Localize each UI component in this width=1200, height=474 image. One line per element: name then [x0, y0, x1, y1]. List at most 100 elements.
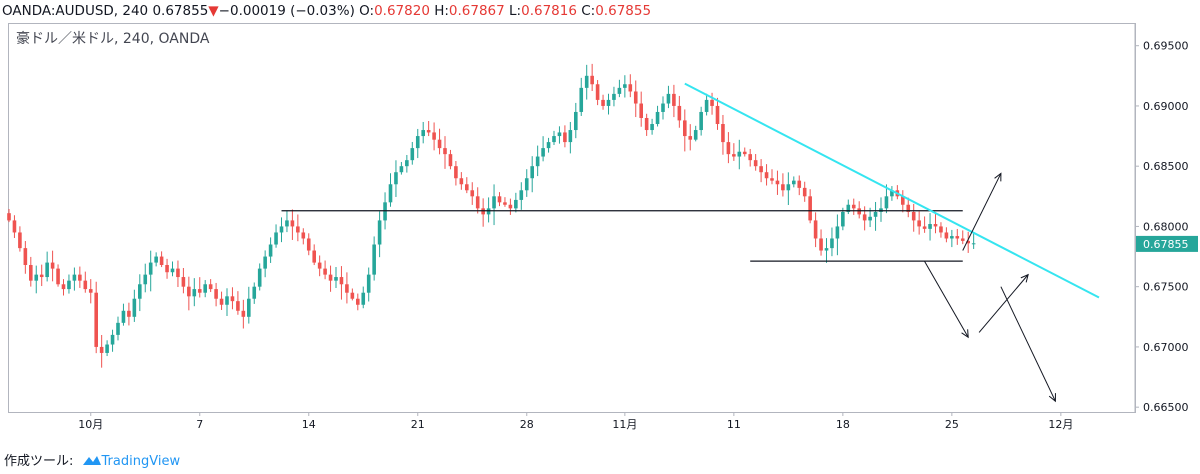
- x-tick-label: 12月: [1048, 418, 1073, 431]
- candle-body: [595, 84, 600, 100]
- price-tag-box: [1136, 235, 1198, 252]
- arrow-head-icon: [994, 172, 1002, 182]
- candle-body: [606, 99, 611, 106]
- candle-body: [732, 154, 736, 157]
- candle-body: [753, 160, 758, 167]
- x-tick-label: 25: [945, 418, 959, 431]
- candle-body: [857, 208, 861, 215]
- candle-body: [933, 224, 938, 227]
- candle-body: [12, 220, 17, 233]
- candle-body: [421, 130, 425, 137]
- x-tick-label: 11月: [612, 418, 637, 431]
- candle-body: [252, 286, 257, 299]
- candle-body: [415, 136, 420, 149]
- candle-body: [492, 196, 496, 209]
- candle-body: [83, 280, 88, 290]
- last-price: 0.67855: [152, 3, 209, 19]
- candle-body: [99, 346, 104, 353]
- candle-body: [454, 166, 458, 179]
- candle-body: [116, 322, 120, 335]
- candle-body: [650, 124, 654, 131]
- candle-body: [508, 204, 513, 209]
- close-label: C:: [581, 3, 596, 19]
- candle-body: [704, 99, 709, 112]
- arrow-line: [962, 173, 1002, 251]
- candle-body: [851, 204, 856, 209]
- candle-body: [328, 274, 333, 281]
- candle-body: [928, 224, 932, 229]
- candle-body: [432, 132, 436, 140]
- candle-body: [290, 220, 295, 227]
- candle-body: [230, 296, 235, 302]
- candle-body: [405, 160, 409, 167]
- tradingview-logo-icon: [82, 454, 102, 470]
- candle-body: [45, 262, 49, 278]
- candle-body: [966, 240, 970, 244]
- candle-body: [568, 130, 573, 143]
- candle-body: [688, 136, 693, 140]
- candle-body: [830, 238, 834, 249]
- y-tick-label: 0.66500: [1143, 401, 1189, 414]
- candle-body: [132, 298, 137, 317]
- arrow-head-icon: [1048, 393, 1056, 403]
- candle-body: [955, 236, 960, 239]
- candle-body: [481, 208, 485, 215]
- candle-body: [236, 301, 240, 311]
- arrow-head-icon: [1020, 273, 1029, 283]
- y-tick-label: 0.69000: [1143, 100, 1189, 113]
- candle-body: [148, 262, 153, 275]
- candle-body: [170, 268, 175, 273]
- candle-body: [939, 226, 943, 233]
- candle-body: [29, 264, 33, 281]
- candle-body: [339, 277, 344, 285]
- x-tick-label: 21: [411, 418, 425, 431]
- candle-body: [710, 99, 714, 106]
- tradingview-brand[interactable]: TradingView: [101, 454, 181, 469]
- candle-body: [459, 178, 464, 185]
- candle-body: [257, 268, 262, 287]
- candle-body: [862, 214, 867, 221]
- candle-body: [437, 139, 442, 149]
- candle-body: [165, 264, 169, 273]
- candle-body: [775, 180, 780, 185]
- candle-body: [72, 274, 77, 281]
- candle-body: [138, 284, 142, 299]
- candle-body: [361, 292, 366, 305]
- candle-body: [922, 226, 927, 229]
- candle-body: [23, 248, 28, 265]
- candle-body: [960, 238, 965, 241]
- candle-body: [808, 196, 812, 221]
- candle-body: [655, 111, 660, 125]
- candle-body: [225, 296, 229, 305]
- made-with-label: 作成ツール:: [4, 454, 74, 469]
- candle-body: [465, 184, 469, 191]
- candle-body: [176, 268, 180, 278]
- candle-body: [241, 310, 246, 317]
- candle-body: [601, 99, 605, 106]
- candle-body: [797, 180, 802, 188]
- candle-body: [197, 289, 202, 293]
- arrow-line: [1000, 286, 1056, 402]
- candle-body: [350, 292, 355, 299]
- candle-body: [792, 180, 796, 185]
- candle-body: [519, 190, 524, 200]
- x-tick-label: 28: [520, 418, 534, 431]
- candle-body: [535, 156, 540, 167]
- open-value: 0.67820: [374, 3, 430, 19]
- candle-body: [911, 211, 916, 221]
- arrow-line: [978, 274, 1029, 333]
- candle-body: [552, 136, 556, 143]
- candle-body: [557, 132, 562, 137]
- candle-body: [263, 256, 267, 269]
- candle-body: [56, 268, 60, 285]
- candle-body: [497, 196, 502, 203]
- candle-body: [666, 93, 671, 104]
- candle-body: [208, 284, 213, 290]
- candle-body: [50, 262, 55, 269]
- y-tick-label: 0.68000: [1143, 220, 1189, 233]
- candle-body: [181, 277, 186, 287]
- candle-body: [279, 226, 284, 233]
- candle-body: [546, 142, 551, 149]
- candle-body: [317, 262, 322, 269]
